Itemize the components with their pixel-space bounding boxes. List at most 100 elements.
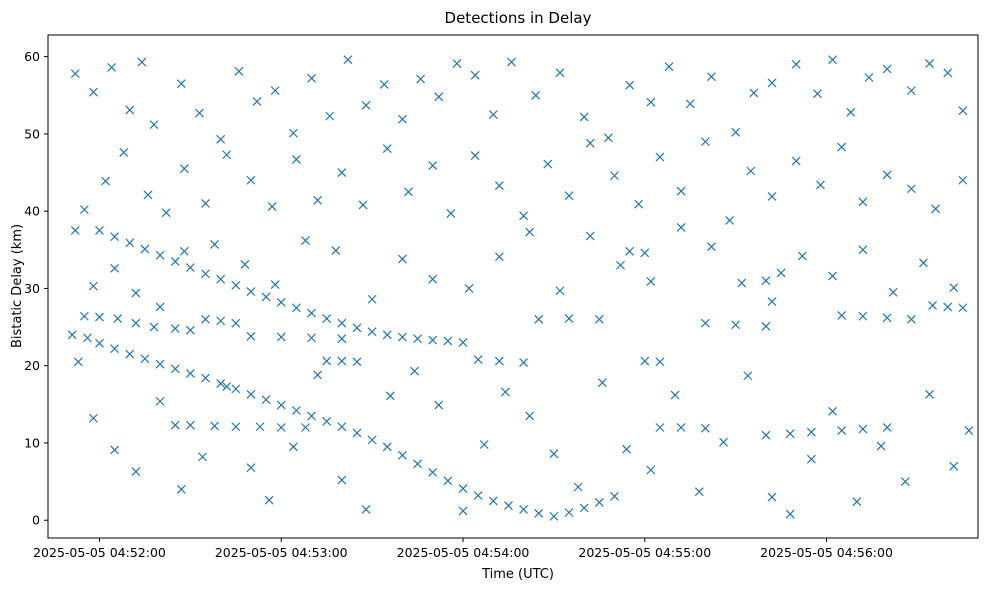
data-point bbox=[594, 314, 604, 324]
data-point bbox=[640, 248, 650, 258]
data-point bbox=[110, 263, 120, 273]
data-point bbox=[176, 79, 186, 89]
data-point bbox=[382, 144, 392, 154]
data-point bbox=[179, 246, 189, 256]
x-tick-label: 2025-05-05 04:55:00 bbox=[578, 545, 711, 560]
data-point bbox=[149, 322, 159, 332]
data-point bbox=[179, 164, 189, 174]
data-point bbox=[958, 303, 968, 313]
data-point bbox=[928, 301, 937, 310]
data-point bbox=[685, 99, 695, 109]
data-point bbox=[543, 159, 553, 169]
data-point bbox=[261, 395, 271, 405]
data-point bbox=[361, 100, 371, 110]
data-point bbox=[791, 59, 801, 69]
y-tick-label: 60 bbox=[24, 49, 40, 64]
data-point bbox=[201, 199, 210, 208]
data-point bbox=[352, 428, 362, 438]
data-points bbox=[67, 55, 974, 521]
data-point bbox=[155, 359, 165, 369]
data-point bbox=[358, 200, 368, 210]
data-point bbox=[646, 97, 656, 107]
data-point bbox=[837, 426, 847, 436]
data-point bbox=[622, 444, 632, 454]
y-tick-label: 30 bbox=[24, 281, 40, 296]
data-point bbox=[131, 467, 141, 476]
data-point bbox=[155, 250, 165, 260]
data-point bbox=[473, 355, 483, 364]
x-tick-label: 2025-05-05 04:53:00 bbox=[215, 545, 348, 560]
data-point bbox=[185, 368, 195, 378]
data-point bbox=[291, 303, 301, 313]
data-point bbox=[261, 292, 271, 302]
data-point bbox=[494, 252, 504, 262]
data-point bbox=[943, 302, 953, 312]
data-point bbox=[585, 138, 595, 148]
data-point bbox=[479, 440, 489, 449]
data-point bbox=[185, 263, 195, 272]
data-point bbox=[246, 287, 256, 296]
data-point bbox=[488, 496, 498, 506]
data-point bbox=[367, 435, 377, 445]
data-point bbox=[785, 509, 795, 519]
data-point bbox=[428, 335, 438, 345]
data-point bbox=[664, 62, 674, 72]
data-point bbox=[201, 269, 210, 279]
data-point bbox=[700, 423, 710, 433]
data-point bbox=[852, 497, 862, 507]
data-point bbox=[882, 423, 892, 432]
data-point bbox=[140, 354, 150, 364]
data-point bbox=[958, 106, 968, 116]
data-point bbox=[95, 312, 104, 322]
data-point bbox=[240, 260, 250, 269]
x-tick-label: 2025-05-05 04:54:00 bbox=[397, 545, 530, 560]
data-point bbox=[428, 467, 438, 477]
data-point bbox=[837, 311, 847, 320]
x-axis-label: Time (UTC) bbox=[481, 567, 554, 582]
data-point bbox=[73, 357, 83, 367]
data-point bbox=[470, 70, 480, 80]
data-point bbox=[385, 391, 395, 401]
data-point bbox=[89, 87, 98, 97]
data-point bbox=[131, 288, 141, 298]
data-point bbox=[579, 112, 589, 122]
data-point bbox=[379, 80, 389, 89]
data-point bbox=[634, 199, 644, 209]
data-point bbox=[231, 318, 241, 328]
data-point bbox=[313, 370, 323, 380]
data-point bbox=[919, 258, 928, 268]
data-point bbox=[640, 356, 650, 366]
data-point bbox=[131, 318, 141, 328]
data-point bbox=[746, 166, 756, 176]
data-point bbox=[864, 73, 874, 82]
data-point bbox=[222, 150, 232, 160]
data-point bbox=[882, 170, 892, 180]
data-point bbox=[761, 276, 771, 286]
data-point bbox=[89, 281, 98, 291]
data-point bbox=[806, 454, 816, 464]
data-point bbox=[700, 318, 710, 328]
data-point bbox=[646, 465, 656, 475]
plot-frame bbox=[47, 34, 979, 539]
data-point bbox=[655, 357, 665, 367]
data-point bbox=[255, 422, 265, 432]
data-point bbox=[382, 330, 392, 340]
data-point bbox=[79, 311, 89, 321]
data-point bbox=[276, 297, 286, 307]
data-point bbox=[655, 423, 665, 432]
data-point bbox=[767, 78, 777, 88]
data-point bbox=[828, 406, 838, 416]
data-point bbox=[625, 246, 635, 256]
data-point bbox=[246, 463, 256, 473]
data-point bbox=[170, 256, 180, 266]
data-point bbox=[549, 511, 559, 521]
data-point bbox=[603, 133, 613, 143]
data-point bbox=[900, 477, 910, 487]
data-point bbox=[776, 268, 786, 278]
data-point bbox=[125, 105, 135, 115]
y-tick-label: 50 bbox=[24, 126, 40, 141]
data-point bbox=[534, 314, 544, 324]
data-point bbox=[270, 280, 280, 289]
data-point bbox=[70, 226, 80, 235]
